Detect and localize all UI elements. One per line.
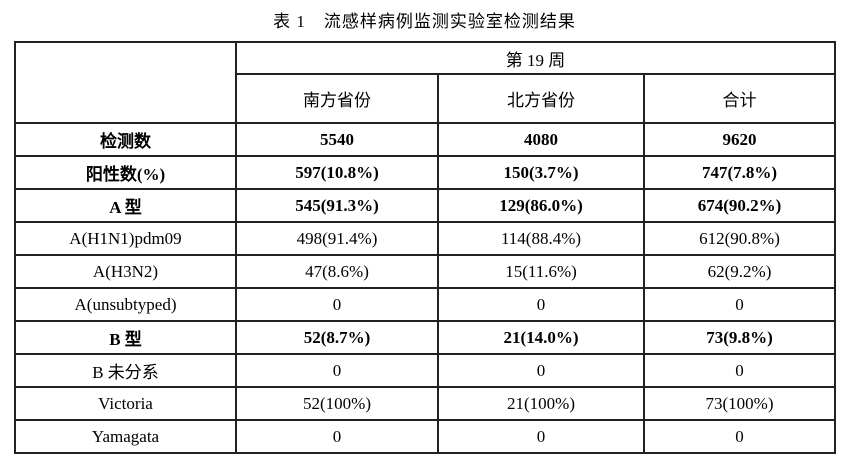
corner-cell bbox=[14, 41, 237, 124]
value-cell-total: 9620 bbox=[642, 122, 837, 157]
column-header-row: 南方省份 北方省份 合计 bbox=[15, 73, 837, 124]
table-row: Victoria 52(100%) 21(100%) 73(100%) bbox=[14, 386, 837, 421]
table-row: Yamagata 0 0 0 bbox=[14, 419, 837, 454]
value-cell-northern: 0 bbox=[437, 287, 645, 322]
value-cell-northern: 4080 bbox=[437, 122, 645, 157]
table-row: A(H3N2) 47(8.6%) 15(11.6%) 62(9.2%) bbox=[14, 254, 837, 289]
value-cell-southern: 498(91.4%) bbox=[235, 221, 439, 256]
results-table: 第 19 周 南方省份 北方省份 合计 检测数 5540 4080 9620 阳… bbox=[14, 41, 837, 454]
value-cell-northern: 15(11.6%) bbox=[437, 254, 645, 289]
value-cell-southern: 0 bbox=[235, 353, 439, 388]
value-cell-southern: 5540 bbox=[235, 122, 439, 157]
table-row: B 型 52(8.7%) 21(14.0%) 73(9.8%) bbox=[14, 320, 837, 355]
table-row: B 未分系 0 0 0 bbox=[14, 353, 837, 388]
value-cell-southern: 47(8.6%) bbox=[235, 254, 439, 289]
value-cell-southern: 52(100%) bbox=[235, 386, 439, 421]
row-label-cell: A(unsubtyped) bbox=[14, 287, 237, 322]
table-row: A(H1N1)pdm09 498(91.4%) 114(88.4%) 612(9… bbox=[14, 221, 837, 256]
table-body: 检测数 5540 4080 9620 阳性数(%) 597(10.8%) 150… bbox=[14, 122, 837, 454]
value-cell-southern: 597(10.8%) bbox=[235, 155, 439, 190]
row-label-cell: 检测数 bbox=[14, 122, 237, 157]
value-cell-total: 674(90.2%) bbox=[642, 188, 837, 223]
value-cell-southern: 0 bbox=[235, 419, 439, 454]
row-label-cell: B 型 bbox=[14, 320, 237, 355]
table-row: 阳性数(%) 597(10.8%) 150(3.7%) 747(7.8%) bbox=[14, 155, 837, 190]
value-cell-southern: 0 bbox=[235, 287, 439, 322]
value-cell-northern: 0 bbox=[437, 353, 645, 388]
table-row: A 型 545(91.3%) 129(86.0%) 674(90.2%) bbox=[14, 188, 837, 223]
value-cell-northern: 114(88.4%) bbox=[437, 221, 645, 256]
row-label-cell: A(H3N2) bbox=[14, 254, 237, 289]
column-header-southern: 南方省份 bbox=[235, 73, 439, 124]
table-caption: 表 1 流感样病例监测实验室检测结果 bbox=[273, 12, 576, 31]
row-label-cell: A 型 bbox=[14, 188, 237, 223]
value-cell-total: 0 bbox=[642, 353, 837, 388]
row-label-cell: Victoria bbox=[14, 386, 237, 421]
week-header-cell: 第 19 周 bbox=[234, 41, 837, 75]
table-row: 检测数 5540 4080 9620 bbox=[14, 122, 837, 157]
value-cell-southern: 52(8.7%) bbox=[235, 320, 439, 355]
value-cell-total: 0 bbox=[642, 419, 837, 454]
value-cell-total: 73(9.8%) bbox=[642, 320, 837, 355]
value-cell-total: 612(90.8%) bbox=[642, 221, 837, 256]
row-label-cell: B 未分系 bbox=[14, 353, 237, 388]
value-cell-total: 0 bbox=[642, 287, 837, 322]
value-cell-northern: 129(86.0%) bbox=[437, 188, 645, 223]
value-cell-southern: 545(91.3%) bbox=[235, 188, 439, 223]
column-header-northern: 北方省份 bbox=[437, 73, 645, 124]
table-row: A(unsubtyped) 0 0 0 bbox=[14, 287, 837, 322]
value-cell-northern: 21(14.0%) bbox=[437, 320, 645, 355]
value-cell-total: 62(9.2%) bbox=[642, 254, 837, 289]
column-header-total: 合计 bbox=[642, 73, 837, 124]
row-label-cell: Yamagata bbox=[14, 419, 237, 454]
value-cell-northern: 0 bbox=[437, 419, 645, 454]
row-label-cell: A(H1N1)pdm09 bbox=[14, 221, 237, 256]
value-cell-total: 747(7.8%) bbox=[642, 155, 837, 190]
week-header-row: 第 19 周 bbox=[14, 41, 837, 124]
value-cell-northern: 150(3.7%) bbox=[437, 155, 645, 190]
value-cell-total: 73(100%) bbox=[642, 386, 837, 421]
table-header: 第 19 周 南方省份 北方省份 合计 bbox=[14, 41, 837, 124]
row-label-cell: 阳性数(%) bbox=[14, 155, 237, 190]
value-cell-northern: 21(100%) bbox=[437, 386, 645, 421]
